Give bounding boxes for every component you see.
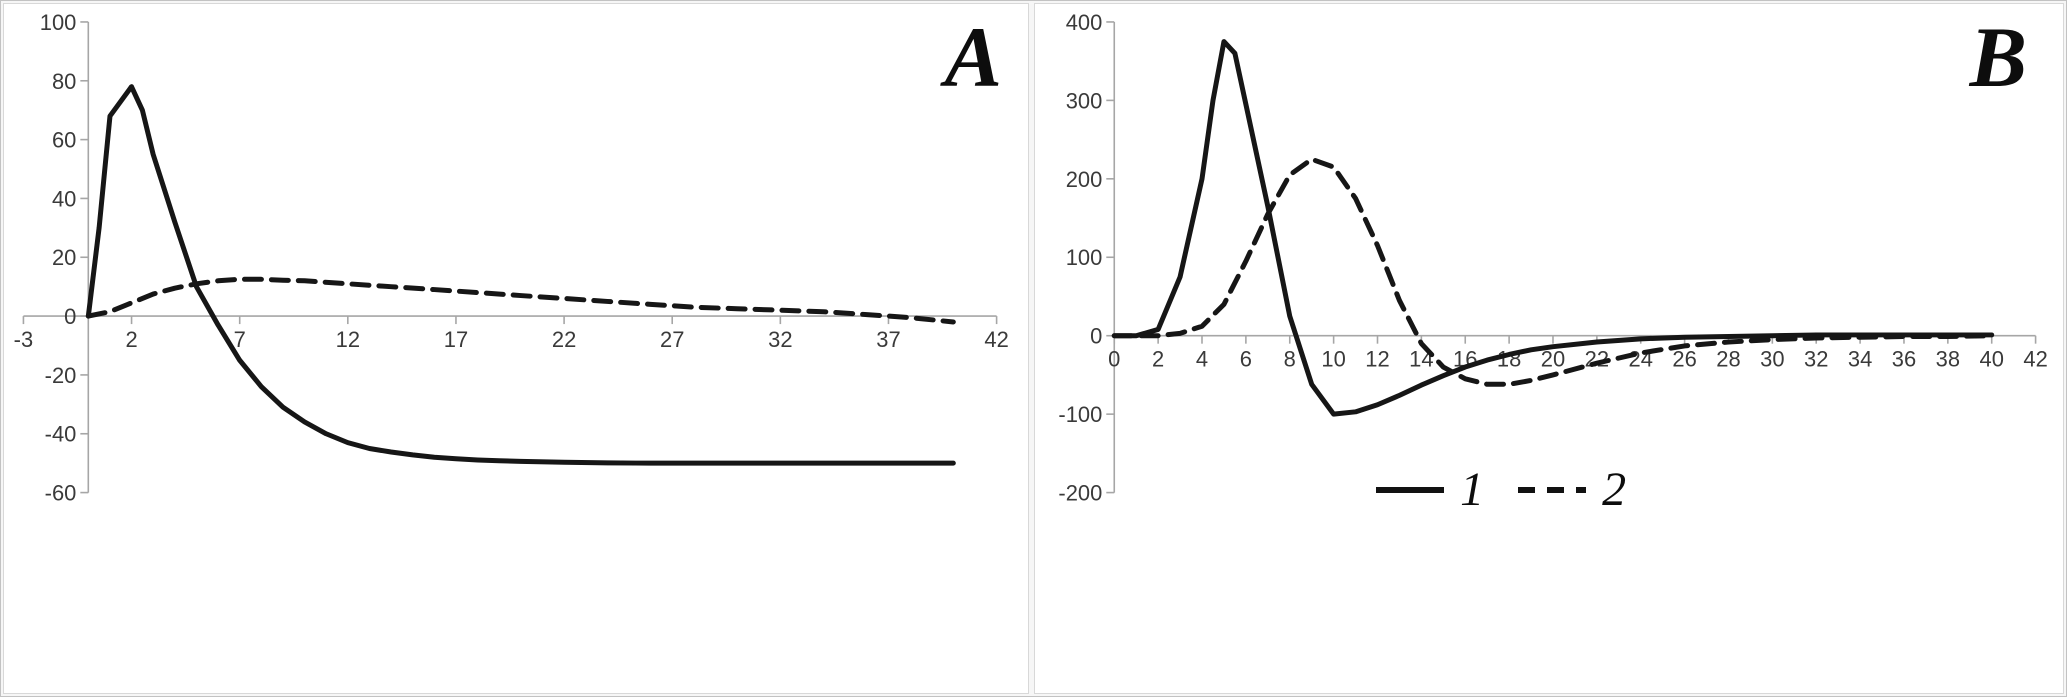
x-axis-tick-label: 40 <box>1980 347 2004 372</box>
x-axis-tick-label: 42 <box>984 327 1008 352</box>
y-axis-tick-label: 400 <box>1066 10 1103 35</box>
chart-panel-b: 0 2 4 6 8 10 12 14 16 18 20 22 24 26 28 30 32 34 36 38 40 42-… <box>1034 3 2064 694</box>
x-axis-tick-label: 32 <box>1804 347 1828 372</box>
x-axis-tick-label: 2 <box>125 327 137 352</box>
y-axis-tick-label: 60 <box>52 128 76 153</box>
panel-label-a: A <box>944 9 1002 105</box>
x-axis-tick-label: 17 <box>444 327 468 352</box>
x-axis-tick-label: 34 <box>1848 347 1872 372</box>
x-axis-tick-label: 4 <box>1196 347 1208 372</box>
legend-label-series-1: 1 <box>1460 463 1485 516</box>
panel-label-b: B <box>1969 9 2027 105</box>
y-axis-tick-label: 20 <box>52 245 76 270</box>
x-axis-tick-label: 42 <box>2023 347 2047 372</box>
x-axis-tick-label: 37 <box>876 327 900 352</box>
y-axis-tick-label: 100 <box>40 10 77 35</box>
x-axis-tick-label: 8 <box>1284 347 1296 372</box>
x-axis-tick-label: 2 <box>1152 347 1164 372</box>
y-axis-tick-label: -100 <box>1058 402 1102 427</box>
y-axis-tick-label: 300 <box>1066 88 1103 113</box>
x-axis-tick-label: 27 <box>660 327 684 352</box>
x-axis-tick-label: 32 <box>768 327 792 352</box>
x-axis-tick-label: 38 <box>1936 347 1960 372</box>
series-2-line <box>1111 156 1995 387</box>
x-axis-tick-label: 20 <box>1541 347 1565 372</box>
x-axis-tick-label: 36 <box>1892 347 1916 372</box>
y-axis-tick-label: -200 <box>1058 481 1102 506</box>
x-axis-tick-label: 22 <box>552 327 576 352</box>
x-axis-tick-label: 10 <box>1321 347 1345 372</box>
x-axis-tick-label: 6 <box>1240 347 1252 372</box>
x-axis-tick-label: 26 <box>1672 347 1696 372</box>
chart-panel-a: -3 2 7 12 17 22 27 32 37 42 -60 -40 -20 0 20 40 60 80 100 … <box>3 3 1029 694</box>
x-axis-tick-label: -3 <box>14 327 34 352</box>
x-axis-tick-label: 30 <box>1760 347 1784 372</box>
legend-label-series-2: 2 <box>1602 463 1627 516</box>
legend: 1 2 <box>1376 466 1660 514</box>
y-axis-tick-label: 40 <box>52 186 76 211</box>
chart-b-plot: 0 2 4 6 8 10 12 14 16 18 20 22 24 26 28 30 32 34 36 38 40 42-… <box>1058 10 2047 506</box>
y-axis-tick-label: -60 <box>45 481 77 506</box>
series-1-line <box>1111 39 1995 417</box>
legend-dashed-line-swatch <box>1518 487 1587 493</box>
x-axis-tick-label: 12 <box>336 327 360 352</box>
series-1-line <box>85 84 956 466</box>
legend-solid-line-swatch <box>1376 487 1445 493</box>
y-axis-tick-label: -40 <box>45 422 77 447</box>
x-axis-tick-label: 28 <box>1716 347 1740 372</box>
y-axis-tick-label: 100 <box>1066 245 1103 270</box>
x-axis-tick-label: 12 <box>1365 347 1389 372</box>
y-axis-tick-label: 80 <box>52 69 76 94</box>
y-axis-tick-label: 0 <box>64 304 76 329</box>
y-axis-tick-label: 200 <box>1066 167 1103 192</box>
y-axis-tick-label: 0 <box>1090 324 1102 349</box>
y-axis-tick-label: -20 <box>45 363 77 388</box>
x-axis-tick-label: 7 <box>234 327 246 352</box>
x-axis-tick-label: 0 <box>1108 347 1120 372</box>
series-2-line <box>85 276 956 325</box>
